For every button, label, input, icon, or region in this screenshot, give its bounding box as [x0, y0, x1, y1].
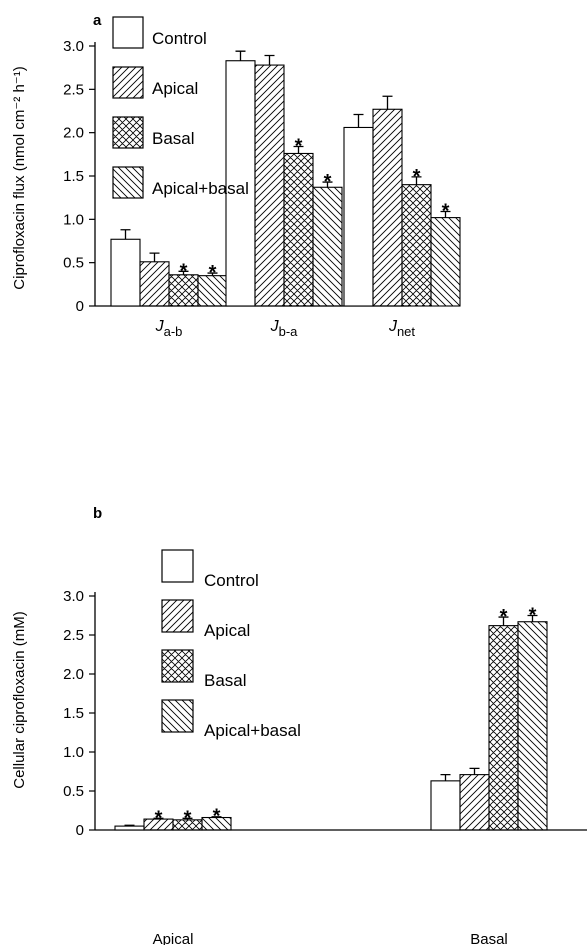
significance-star: *	[442, 201, 450, 223]
bar-control	[430, 780, 461, 831]
error-bar	[149, 252, 160, 262]
bar-basal	[168, 274, 199, 307]
legend-swatch	[112, 16, 144, 49]
y-tick-label: 0.5	[63, 783, 84, 800]
error-bar	[178, 270, 189, 275]
y-tick-label: 0.5	[63, 255, 84, 272]
x-tick-label: Jb-a	[270, 318, 299, 339]
error-bar	[264, 54, 275, 66]
legend-label: Apical	[152, 79, 198, 98]
legend-swatch	[112, 66, 144, 99]
legend-label: Control	[152, 29, 207, 48]
bar-basal	[488, 625, 519, 831]
y-tick-label: 2.5	[63, 81, 84, 98]
chart-panel-a: a Ciprofloxacin flux (nmol cm⁻² h⁻¹) 0 0.…	[11, 12, 461, 339]
error-bar	[527, 614, 538, 622]
y-axis-label-a: Ciprofloxacin flux (nmol cm⁻² h⁻¹)	[11, 66, 28, 289]
y-tick-label: 2.0	[63, 125, 84, 142]
significance-star: *	[529, 605, 537, 627]
bar-apical	[459, 774, 490, 831]
error-bar	[120, 229, 131, 240]
legend-label: Apical	[204, 621, 250, 640]
bar-control	[225, 60, 256, 307]
error-bar	[235, 50, 246, 61]
error-bar	[411, 176, 422, 185]
panel-label-b: b	[93, 505, 102, 522]
bars-a: * * * * * *	[110, 50, 461, 307]
legend-swatch	[161, 699, 194, 733]
y-tick-label: 2.5	[63, 627, 84, 644]
y-axis-label-b: Cellular ciprofloxacin (mM)	[11, 611, 28, 789]
error-bar	[182, 817, 193, 820]
bar-apical-basal	[430, 217, 461, 307]
significance-star: *	[209, 262, 217, 284]
x-tick-label: Basal	[470, 931, 508, 945]
panel-label-a: a	[93, 12, 102, 29]
y-tick-label: 0	[76, 298, 84, 315]
chart-panel-b: b Cellular ciprofloxacin (mM) 0 0.5 1.0 1.5…	[11, 505, 587, 945]
legend-label: Apical+basal	[204, 721, 301, 740]
bar-control	[110, 238, 141, 307]
y-tick-label: 2.0	[63, 666, 84, 683]
y-tick-label: 1.5	[63, 168, 84, 185]
bar-basal	[283, 152, 314, 307]
bar-apical-basal	[197, 275, 228, 307]
error-bar	[382, 95, 393, 110]
error-bar	[124, 824, 135, 827]
significance-star: *	[324, 171, 332, 193]
legend-label: Control	[204, 571, 259, 590]
axes-a: 0 0.5 1.0 1.5 2.0 2.5 3.0 Ja-b Jb-a Jnet	[63, 38, 415, 339]
error-bar	[293, 145, 304, 154]
error-bar	[207, 272, 218, 276]
legend-swatch	[112, 116, 144, 149]
y-tick-label: 1.0	[63, 211, 84, 228]
bar-apical	[372, 108, 403, 307]
error-bar	[322, 181, 333, 188]
legend-label: Basal	[152, 129, 195, 148]
x-tick-label: Apical	[153, 931, 194, 945]
bar-control	[343, 126, 374, 307]
y-tick-label: 3.0	[63, 38, 84, 55]
significance-star: *	[184, 807, 192, 829]
y-tick-label: 3.0	[63, 588, 84, 605]
legend-swatch	[161, 549, 194, 583]
y-tick-label: 0	[76, 822, 84, 839]
bar-basal	[401, 184, 432, 307]
bar-apical	[254, 64, 285, 307]
legend-swatch	[161, 649, 194, 683]
error-bar	[353, 113, 364, 128]
error-bar	[498, 616, 509, 626]
bar-apical-basal	[312, 186, 343, 307]
significance-star: *	[155, 807, 163, 829]
y-tick-label: 1.0	[63, 744, 84, 761]
x-tick-label: Ja-b	[155, 318, 183, 339]
error-bar	[440, 210, 451, 218]
bars-b: * * * * *	[114, 605, 548, 831]
error-bar	[440, 773, 451, 781]
significance-star: *	[295, 136, 303, 158]
legend-label: Apical+basal	[152, 179, 249, 198]
bar-control	[114, 825, 145, 831]
error-bar	[153, 817, 164, 820]
error-bar	[469, 767, 480, 775]
legend-b: Control Apical Basal Apical+basal	[161, 549, 301, 740]
bar-apical-basal	[517, 621, 548, 831]
y-tick-label: 1.5	[63, 705, 84, 722]
x-tick-label: Jnet	[388, 318, 415, 339]
significance-star: *	[413, 166, 421, 188]
bar-apical	[139, 261, 170, 307]
significance-star: *	[180, 260, 188, 282]
legend-a: Control Apical Basal Apical+basal	[112, 16, 249, 199]
legend-swatch	[161, 599, 194, 633]
significance-star: *	[500, 606, 508, 628]
significance-star: *	[213, 806, 221, 828]
legend-label: Basal	[204, 671, 247, 690]
legend-swatch	[112, 166, 144, 199]
error-bar	[211, 816, 222, 818]
